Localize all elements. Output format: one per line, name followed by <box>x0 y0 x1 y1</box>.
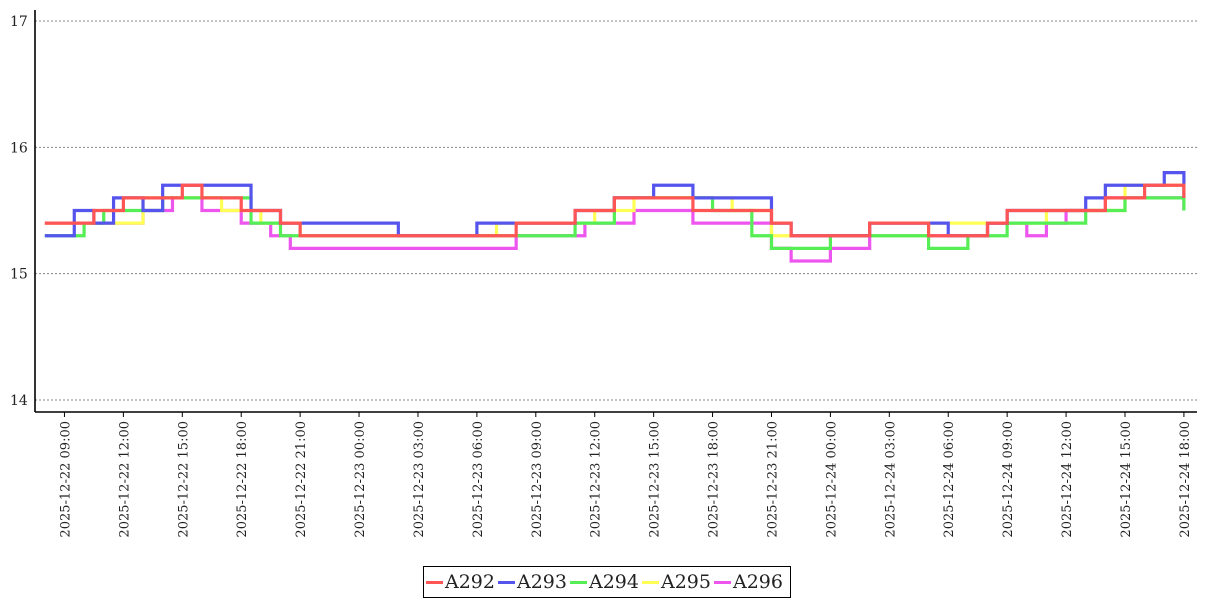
legend-label: A293 <box>517 571 567 593</box>
x-tick-label: 2025-12-24 09:00 <box>1001 421 1016 538</box>
legend-item-a294: A294 <box>570 571 639 593</box>
legend-label: A295 <box>661 571 711 593</box>
legend-swatch <box>498 580 515 584</box>
legend-swatch <box>426 580 443 584</box>
x-tick-label: 2025-12-24 18:00 <box>1178 421 1193 538</box>
x-tick-label: 2025-12-22 15:00 <box>176 421 191 538</box>
series-line-a294 <box>44 196 1186 250</box>
legend-swatch <box>570 580 587 584</box>
x-tick-label: 2025-12-22 09:00 <box>58 421 73 538</box>
legend-item-a292: A292 <box>426 571 495 593</box>
x-tick-label: 2025-12-22 18:00 <box>235 421 250 538</box>
x-tick-label: 2025-12-23 12:00 <box>589 421 604 538</box>
y-tick-labels: 14 15 16 17 <box>10 14 28 409</box>
legend-swatch <box>714 580 731 584</box>
y-tick-label: 15 <box>10 267 28 283</box>
y-tick-label: 16 <box>10 140 28 156</box>
legend-item-a296: A296 <box>714 571 783 593</box>
x-tick-label: 2025-12-24 00:00 <box>824 421 839 538</box>
x-tick-label: 2025-12-23 21:00 <box>765 421 780 538</box>
x-tick-label: 2025-12-22 12:00 <box>117 421 132 538</box>
legend-label: A292 <box>445 571 495 593</box>
y-tick-label: 17 <box>10 14 28 30</box>
legend-swatch <box>642 580 659 584</box>
legend-label: A294 <box>589 571 639 593</box>
x-tick-label: 2025-12-22 21:00 <box>294 421 309 538</box>
x-tick-label: 2025-12-24 15:00 <box>1119 421 1134 538</box>
legend-item-a295: A295 <box>642 571 711 593</box>
x-tick-label: 2025-12-23 03:00 <box>412 421 427 538</box>
x-tick-label: 2025-12-24 12:00 <box>1060 421 1075 538</box>
legend-item-a293: A293 <box>498 571 567 593</box>
x-tick-labels: 2025-12-22 09:00 2025-12-22 12:00 2025-12-… <box>58 412 1193 538</box>
x-tick-label: 2025-12-24 06:00 <box>942 421 957 538</box>
x-tick-label: 2025-12-24 03:00 <box>883 421 898 538</box>
x-tick-label: 2025-12-23 18:00 <box>707 421 722 538</box>
x-tick-label: 2025-12-23 15:00 <box>648 421 663 538</box>
series-lines <box>44 171 1186 263</box>
x-tick-label: 2025-12-23 06:00 <box>471 421 486 538</box>
x-tick-label: 2025-12-23 09:00 <box>530 421 545 538</box>
legend: A292 A293 A294 A295 A296 <box>423 566 791 598</box>
line-chart: 14 15 16 17 2025-12-22 09:00 2025-12-22 12:0… <box>10 10 1197 538</box>
y-tick-label: 14 <box>10 393 28 409</box>
legend-label: A296 <box>733 571 783 593</box>
series-line-a292 <box>44 183 1186 238</box>
gridlines <box>35 20 1197 401</box>
x-tick-label: 2025-12-23 00:00 <box>353 421 368 538</box>
